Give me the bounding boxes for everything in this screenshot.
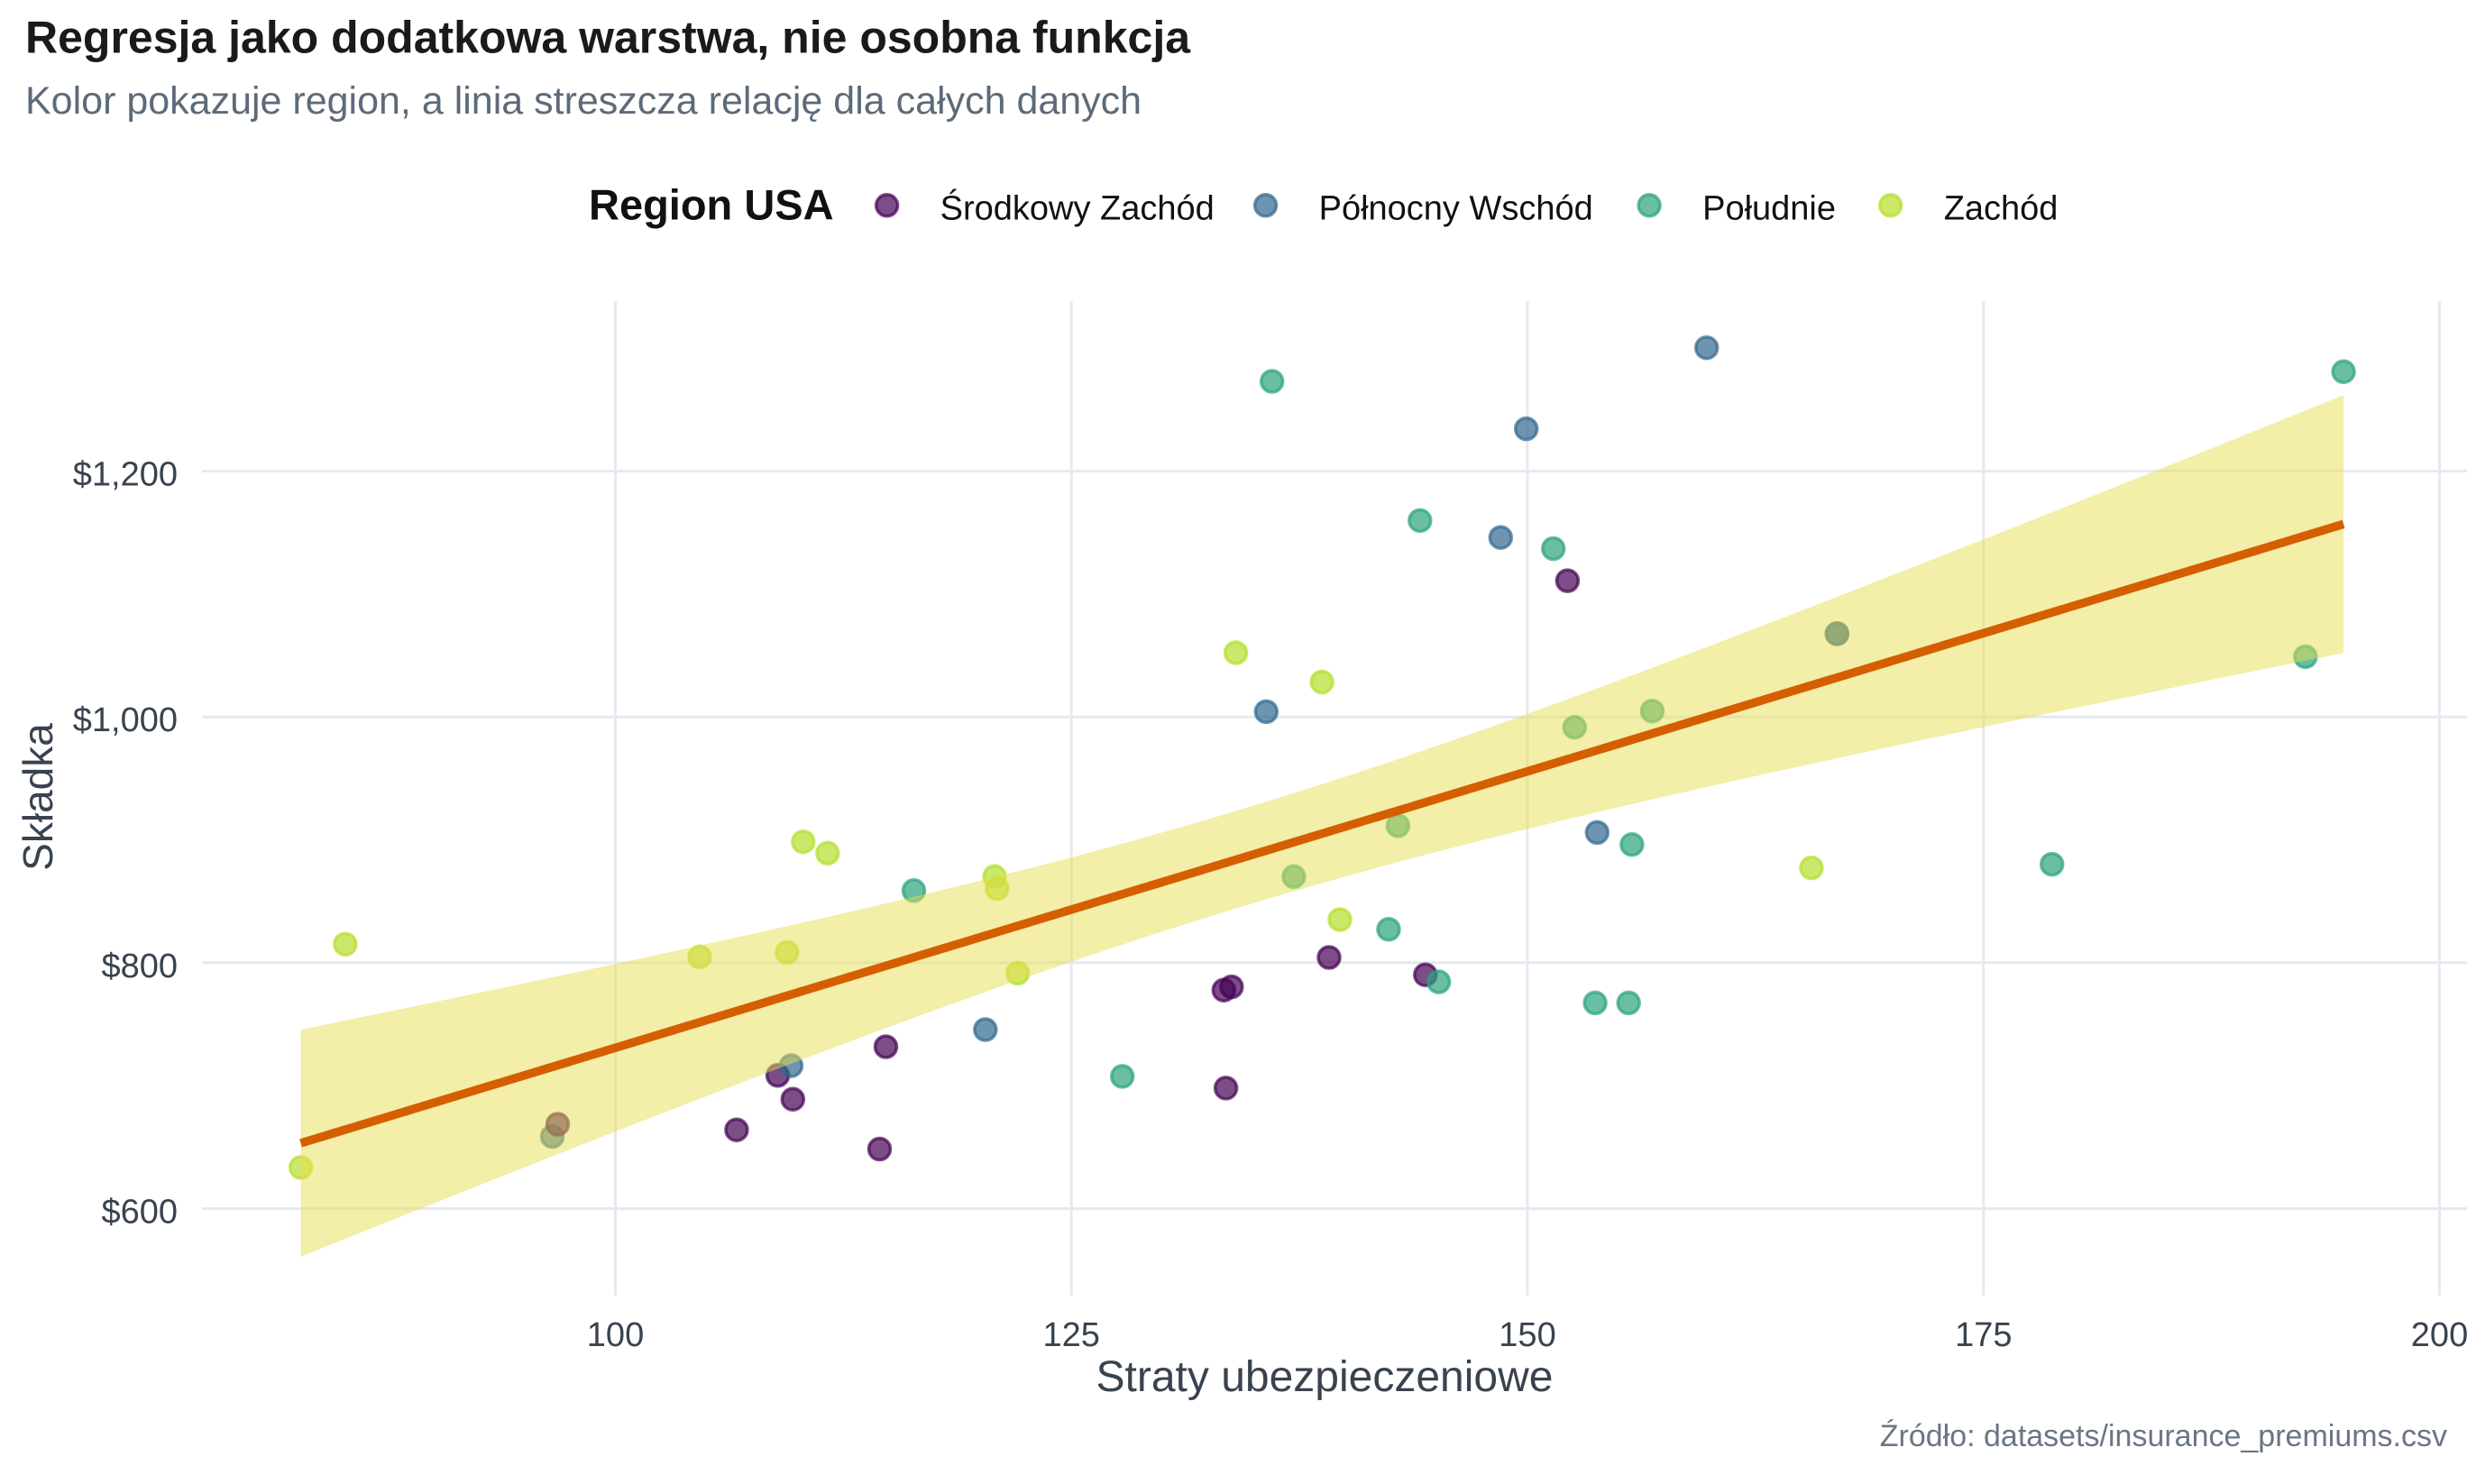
svg-text:Północny Wschód: Północny Wschód [1319, 190, 1593, 228]
svg-text:Regresja jako dodatkowa warstw: Regresja jako dodatkowa warstwa, nie oso… [25, 13, 1191, 63]
svg-text:$1,200: $1,200 [73, 456, 178, 494]
svg-text:Zachód: Zachód [1944, 190, 2059, 228]
svg-text:Składka: Składka [14, 723, 61, 871]
svg-text:$800: $800 [101, 948, 178, 985]
svg-text:100: 100 [587, 1316, 644, 1354]
svg-text:Południe: Południe [1702, 190, 1836, 228]
svg-text:175: 175 [1955, 1316, 2012, 1354]
svg-text:Środkowy Zachód: Środkowy Zachód [940, 188, 1215, 228]
svg-text:Źródło: datasets/insurance_pre: Źródło: datasets/insurance_premiums.csv [1880, 1419, 2447, 1453]
svg-text:Region USA: Region USA [589, 181, 834, 229]
svg-text:Kolor pokazuje region, a linia: Kolor pokazuje region, a linia streszcza… [25, 79, 1142, 123]
svg-text:Straty ubezpieczeniowe: Straty ubezpieczeniowe [1096, 1353, 1554, 1401]
svg-text:$600: $600 [101, 1194, 178, 1232]
svg-text:$1,000: $1,000 [73, 701, 178, 739]
svg-text:125: 125 [1042, 1316, 1099, 1354]
svg-text:200: 200 [2411, 1316, 2467, 1354]
svg-text:150: 150 [1499, 1316, 1555, 1354]
